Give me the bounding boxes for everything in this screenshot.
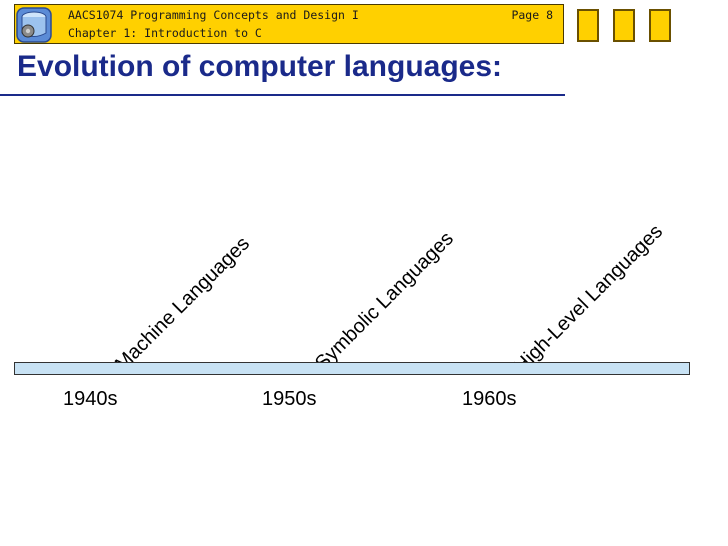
decade-label-1960s: 1960s — [462, 388, 517, 410]
course-title: AACS1074 Programming Concepts and Design… — [68, 8, 359, 22]
era-label-high-level: High-Level Languages — [510, 220, 668, 378]
title-underline — [0, 94, 565, 96]
era-label-machine: Machine Languages — [111, 232, 254, 376]
decade-label-1940s: 1940s — [63, 388, 118, 410]
page-number: Page 8 — [511, 8, 553, 22]
decade-label-1950s: 1950s — [262, 388, 317, 410]
slide-header: AACS1074 Programming Concepts and Design… — [14, 4, 564, 44]
blue-cylinder-gear-icon — [16, 7, 52, 43]
era-label-symbolic: Symbolic Languages — [311, 227, 458, 375]
chapter-title: Chapter 1: Introduction to C — [68, 26, 262, 40]
nav-button-next[interactable] — [649, 9, 671, 42]
slide-title: Evolution of computer languages: — [17, 50, 503, 83]
nav-button-first[interactable] — [577, 9, 599, 42]
nav-button-prev[interactable] — [613, 9, 635, 42]
timeline-bar — [14, 362, 690, 375]
